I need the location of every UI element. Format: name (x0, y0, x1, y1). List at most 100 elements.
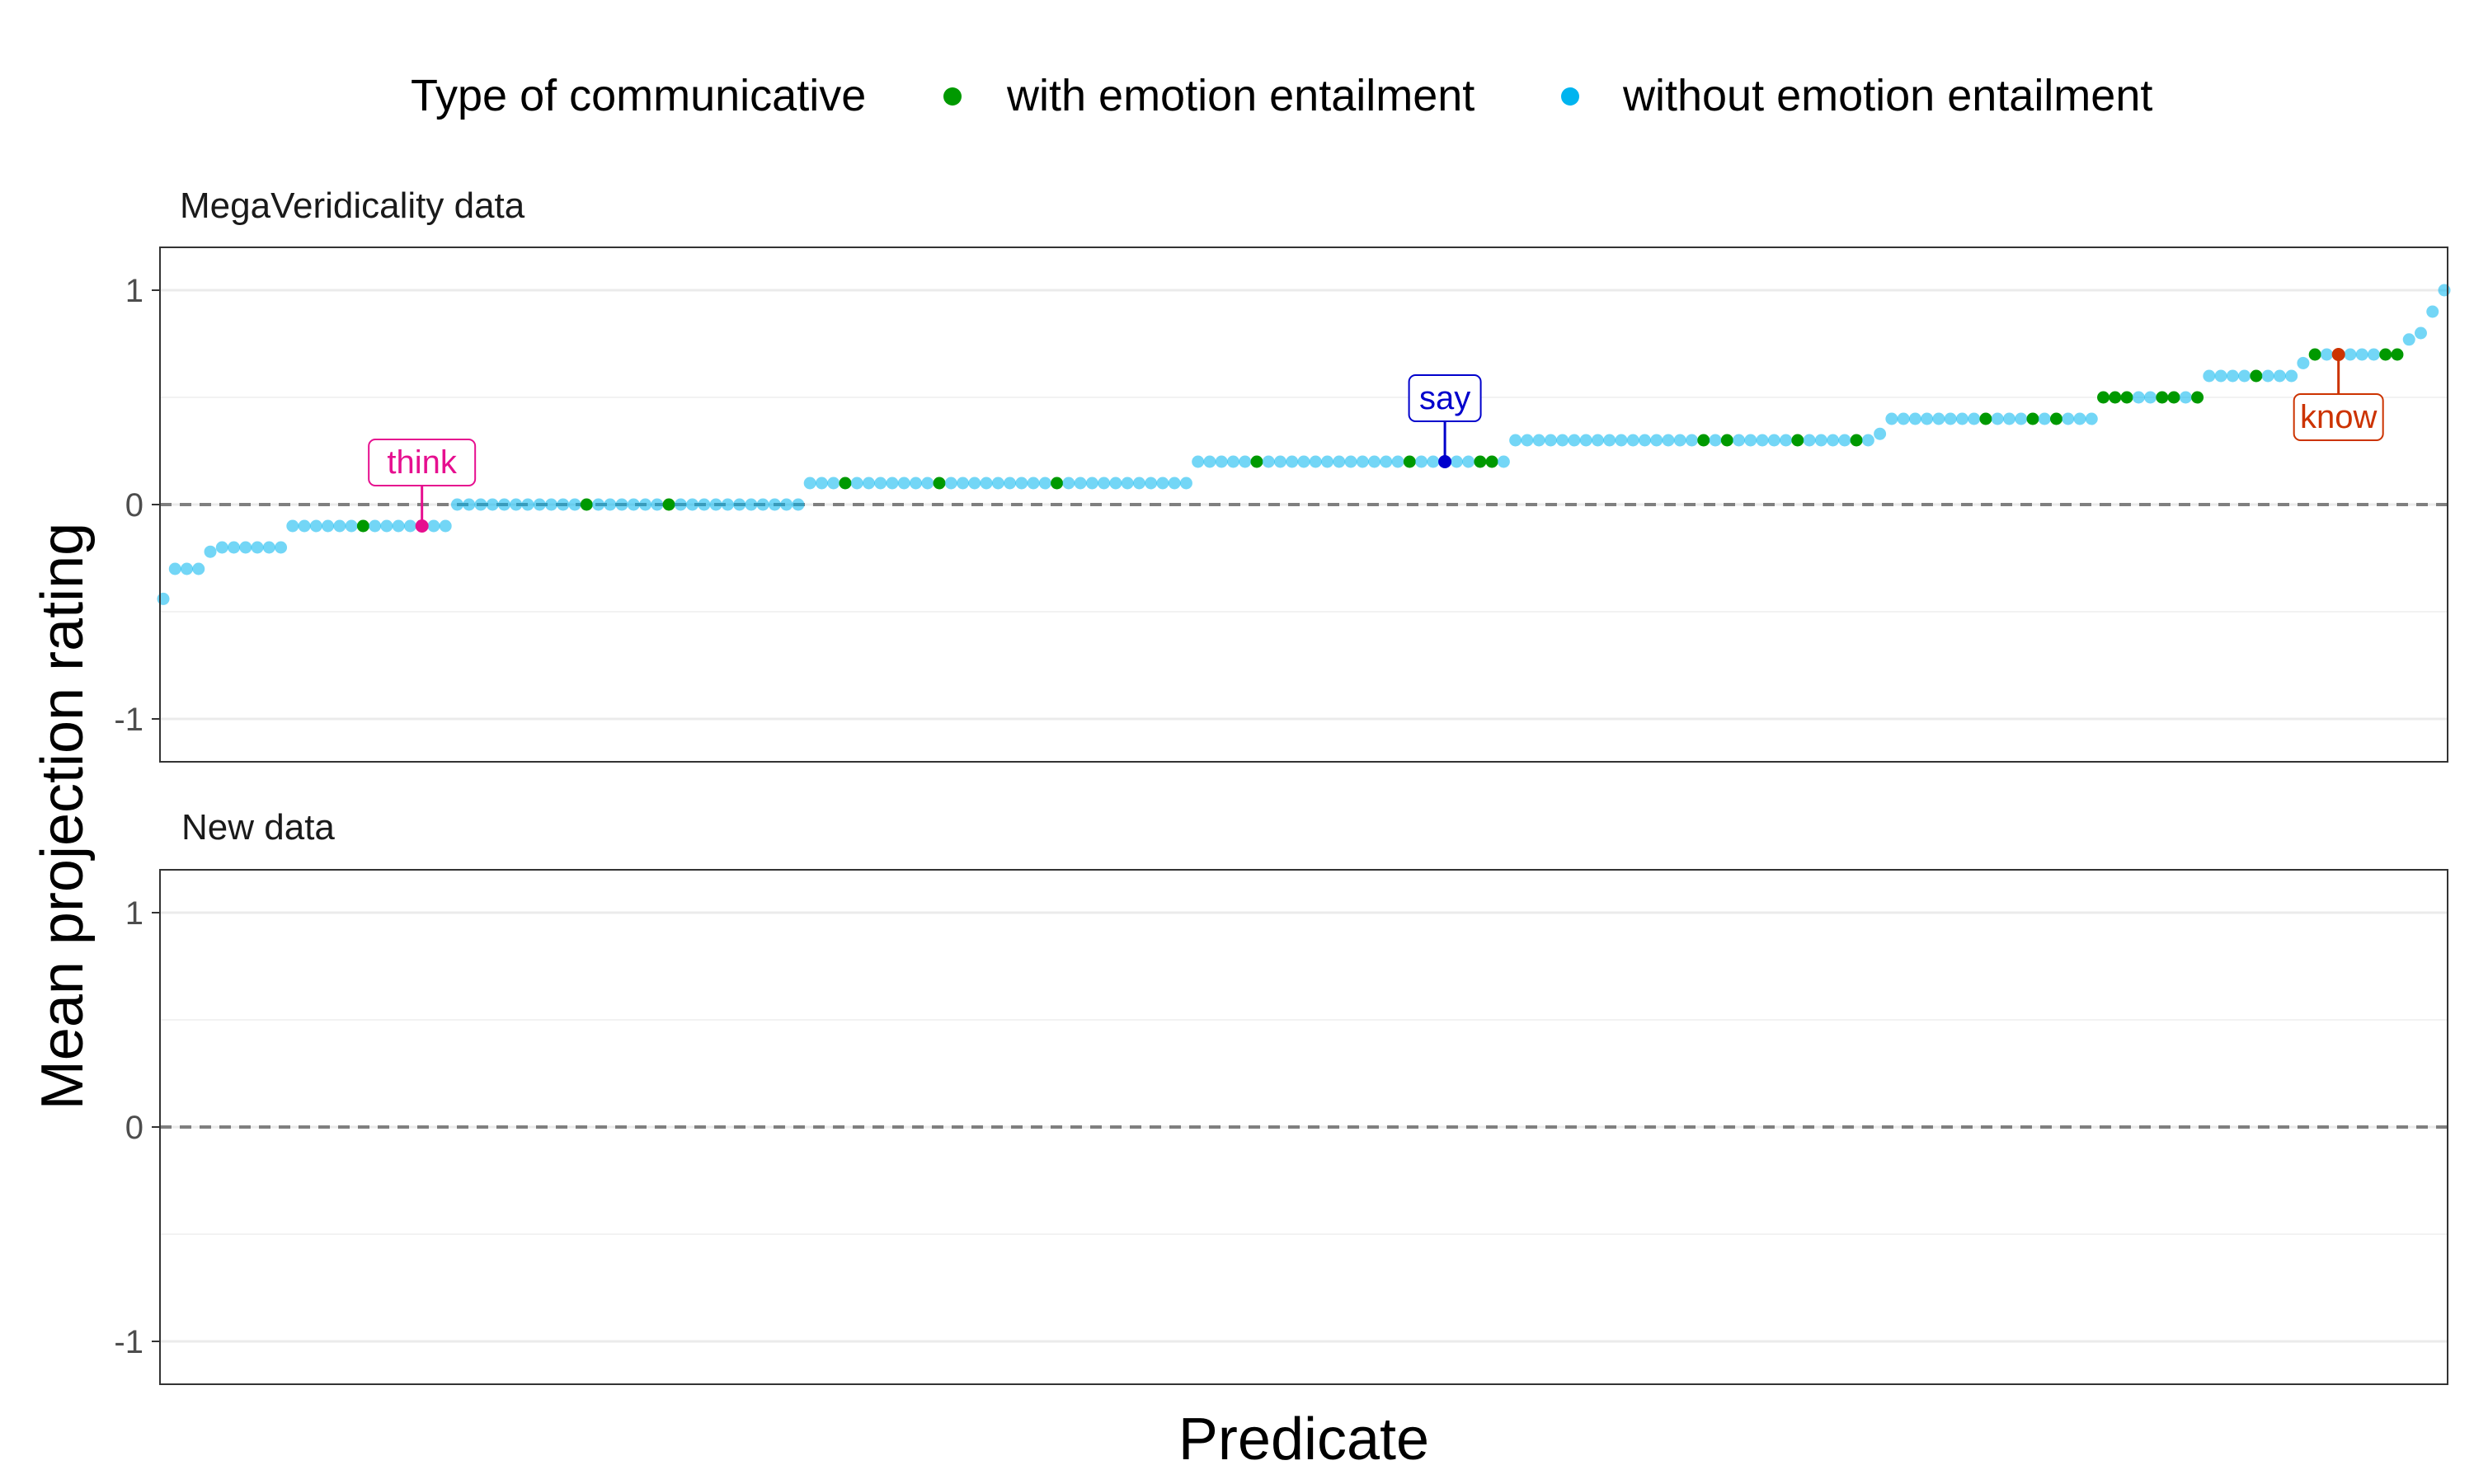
point-without-emotion (2062, 412, 2075, 425)
point-without-emotion (921, 477, 934, 490)
point-without-emotion (1579, 434, 1592, 447)
point-without-emotion (745, 498, 758, 511)
point-without-emotion (1556, 434, 1569, 447)
point-without-emotion (615, 498, 628, 511)
point-without-emotion (1638, 434, 1651, 447)
point-with-emotion (1697, 434, 1710, 447)
point-without-emotion (463, 498, 476, 511)
annotation-box-think (368, 439, 477, 486)
point-without-emotion (2144, 391, 2157, 404)
point-with-emotion (2250, 369, 2263, 383)
point-without-emotion (862, 477, 875, 490)
point-without-emotion (803, 477, 816, 490)
point-without-emotion (1603, 434, 1616, 447)
point-without-emotion (1662, 434, 1675, 447)
point-without-emotion (403, 519, 416, 533)
point-without-emotion (1333, 455, 1346, 468)
point-without-emotion (1568, 434, 1581, 447)
point-without-emotion (239, 541, 252, 554)
point-without-emotion (1874, 427, 1887, 440)
point-with-emotion (2391, 348, 2404, 361)
point-without-emotion (2238, 369, 2251, 383)
point-without-emotion (1145, 477, 1158, 490)
point-without-emotion (1074, 477, 1087, 490)
point-without-emotion (897, 477, 910, 490)
y-axis-ticks: 1 0 -1 (114, 895, 160, 1360)
point-without-emotion (592, 498, 605, 511)
point-without-emotion (345, 519, 358, 533)
point-with-emotion (839, 477, 852, 490)
point-without-emotion (1673, 434, 1686, 447)
legend-label-without-emotion: without emotion entailment (1622, 71, 2152, 120)
point-without-emotion (2038, 412, 2051, 425)
point-without-emotion (698, 498, 711, 511)
point-without-emotion (1897, 412, 1910, 425)
point-without-emotion (1615, 434, 1628, 447)
point-without-emotion (1968, 412, 1981, 425)
point-without-emotion (1215, 455, 1228, 468)
annotation-label-think: think (387, 444, 457, 481)
point-without-emotion (1955, 412, 1968, 425)
point-without-emotion (1744, 434, 1757, 447)
point-without-emotion (686, 498, 699, 511)
point-without-emotion (733, 498, 746, 511)
point-without-emotion (874, 477, 887, 490)
point-without-emotion (533, 498, 546, 511)
point-without-emotion (1626, 434, 1639, 447)
point-without-emotion (286, 519, 299, 533)
point-without-emotion (968, 477, 981, 490)
y-axis-title: Mean projection rating (30, 523, 96, 1110)
point-without-emotion (1932, 412, 1945, 425)
point-without-emotion (521, 498, 534, 511)
point-without-emotion (792, 498, 805, 511)
point-with-emotion (2308, 348, 2321, 361)
point-without-emotion (1192, 455, 1205, 468)
point-without-emotion (450, 498, 463, 511)
point-without-emotion (1767, 434, 1780, 447)
point-with-emotion (1850, 434, 1863, 447)
point-without-emotion (309, 519, 322, 533)
point-without-emotion (1991, 412, 2004, 425)
point-without-emotion (2320, 348, 2333, 361)
point-with-emotion (1051, 477, 1064, 490)
point-without-emotion (850, 477, 863, 490)
point-without-emotion (1239, 455, 1252, 468)
point-without-emotion (1015, 477, 1028, 490)
panel-new-data: 1 0 -1 (114, 869, 2448, 1385)
point-without-emotion (1885, 412, 1898, 425)
point-without-emotion (1132, 477, 1145, 490)
point-without-emotion (1321, 455, 1334, 468)
point-without-emotion (545, 498, 558, 511)
point-without-emotion (1521, 434, 1534, 447)
point-without-emotion (228, 541, 241, 554)
point-without-emotion (322, 519, 335, 533)
point-without-emotion (1168, 477, 1181, 490)
point-without-emotion (168, 562, 181, 575)
point-without-emotion (991, 477, 1004, 490)
point-with-emotion (1250, 455, 1263, 468)
point-without-emotion (2073, 412, 2086, 425)
point-without-emotion (157, 592, 170, 605)
point-without-emotion (1838, 434, 1851, 447)
point-without-emotion (1391, 455, 1404, 468)
point-without-emotion (1062, 477, 1075, 490)
legend-key-with-emotion (943, 87, 962, 106)
point-with-emotion (2120, 391, 2133, 404)
point-without-emotion (369, 519, 382, 533)
point-without-emotion (768, 498, 781, 511)
point-without-emotion (2214, 369, 2227, 383)
y-tick-label: -1 (114, 702, 143, 738)
facet-title-new-data: New data (181, 807, 335, 848)
point-with-emotion (2156, 391, 2169, 404)
point-without-emotion (1650, 434, 1663, 447)
point-without-emotion (721, 498, 734, 511)
point-without-emotion (1827, 434, 1840, 447)
data-points (157, 284, 2451, 605)
facet-title-megaveridicality: MegaVeridicality data (180, 186, 525, 226)
y-tick-label: 1 (125, 273, 143, 309)
point-without-emotion (510, 498, 523, 511)
point-without-emotion (2273, 369, 2286, 383)
point-without-emotion (1356, 455, 1369, 468)
legend-key-without-emotion (1561, 87, 1579, 106)
